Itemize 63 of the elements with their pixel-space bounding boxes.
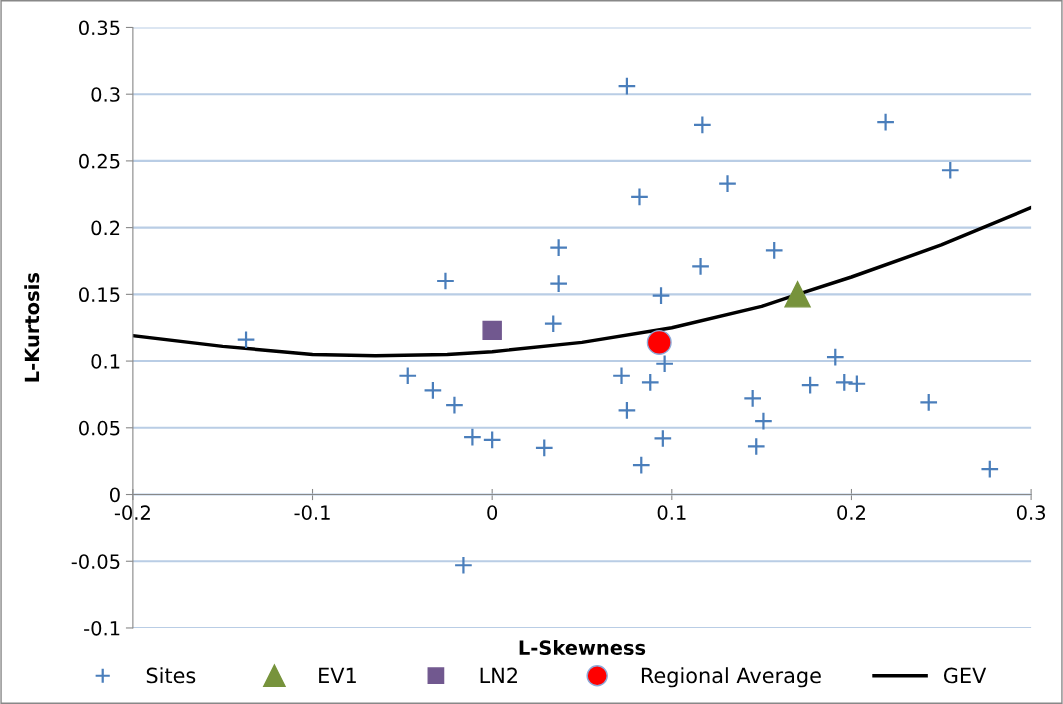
y-tick-label: 0 [109, 487, 120, 503]
point [549, 238, 569, 258]
x-tick-label: -0.2 [114, 505, 150, 520]
point [876, 112, 896, 132]
x-tick-label: 0.1 [657, 505, 686, 520]
point [630, 187, 649, 207]
point [919, 393, 939, 412]
point [655, 354, 675, 374]
legend-label: EV1 [319, 667, 356, 684]
point [784, 281, 811, 308]
point [653, 429, 673, 448]
y-tick-label: 0.1 [91, 354, 120, 369]
x-axis-title: L-Skewness [519, 639, 646, 656]
legend-label: Regional Average [641, 667, 821, 688]
point [980, 459, 1000, 479]
point [718, 174, 737, 194]
point [847, 374, 867, 394]
y-tick-label: 0.3 [91, 87, 120, 102]
point [743, 389, 763, 408]
point [549, 274, 569, 294]
legend-label: LN2 [480, 667, 517, 684]
point [445, 395, 464, 415]
y-tick-label: 0.05 [79, 420, 120, 436]
point [834, 372, 854, 392]
point [631, 455, 651, 475]
point [534, 438, 554, 458]
point [453, 555, 473, 575]
point [617, 401, 637, 420]
x-tick-label: 0.3 [1016, 505, 1046, 520]
point [423, 380, 443, 400]
point [691, 256, 710, 276]
point [617, 76, 637, 96]
point [482, 430, 502, 450]
point [764, 240, 784, 260]
point [651, 286, 671, 306]
point [612, 366, 631, 386]
point [482, 320, 502, 341]
point [436, 271, 455, 291]
line-series [132, 205, 1032, 358]
point [640, 372, 660, 392]
point [825, 347, 845, 367]
legend-label: GEV [943, 667, 987, 684]
x-tick-label: -0.1 [294, 505, 330, 520]
point [753, 411, 773, 431]
y-tick-label: -0.1 [84, 620, 120, 636]
y-tick-label: 0.15 [79, 287, 120, 303]
point [692, 115, 712, 135]
y-tick-label: 0.25 [79, 153, 120, 169]
x-tick-label: 0 [487, 505, 498, 520]
point [398, 366, 418, 386]
point [746, 437, 766, 456]
y-axis-title: L-Kurtosis [24, 273, 40, 382]
point [940, 160, 960, 180]
point [800, 375, 820, 395]
point [646, 329, 672, 355]
legend-label: Sites [146, 667, 196, 684]
y-tick-label: -0.05 [71, 554, 120, 569]
y-tick-label: 0.35 [79, 20, 120, 36]
point [236, 330, 256, 350]
point [462, 427, 482, 447]
x-tick-label: 0.2 [837, 505, 865, 520]
point [543, 314, 563, 334]
y-tick-label: 0.2 [91, 220, 120, 236]
